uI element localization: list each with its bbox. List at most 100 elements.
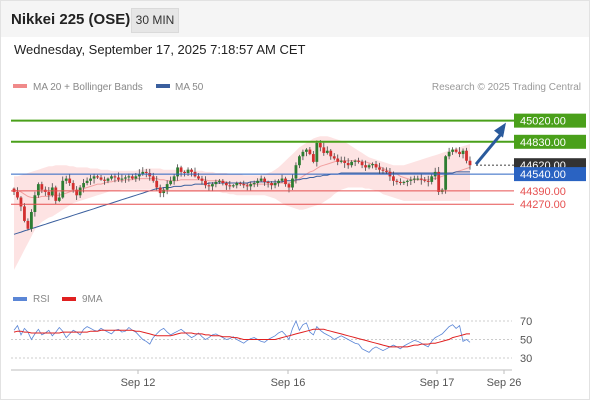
- candle: [238, 181, 242, 186]
- candle: [284, 176, 287, 187]
- candle: [224, 181, 228, 190]
- candle: [200, 175, 204, 185]
- candle: [144, 168, 148, 178]
- candle: [423, 177, 427, 183]
- candle: [405, 179, 409, 187]
- candle: [162, 187, 166, 198]
- candle: [294, 162, 298, 184]
- candle: [256, 178, 260, 187]
- candle: [416, 175, 420, 181]
- rsi-tick-label: 70: [520, 316, 532, 328]
- candle: [57, 192, 61, 203]
- candle: [113, 173, 117, 183]
- candle: [461, 148, 465, 159]
- candle: [329, 149, 333, 160]
- candle: [426, 175, 430, 187]
- candle: [110, 174, 113, 181]
- candle: [280, 174, 284, 183]
- candle: [245, 183, 249, 191]
- target-level-tag: [514, 113, 586, 128]
- candle: [155, 176, 159, 191]
- candle: [19, 196, 23, 212]
- candle: [96, 174, 99, 179]
- ma50-legend-label: MA 50: [175, 82, 204, 93]
- candle: [468, 156, 472, 170]
- candle: [217, 179, 221, 185]
- candle: [378, 162, 381, 175]
- x-axis-tick-label: Sep 12: [121, 377, 156, 389]
- candle: [430, 174, 434, 185]
- candle: [30, 209, 33, 232]
- candle: [357, 157, 361, 164]
- candle: [395, 178, 399, 185]
- candle: [130, 174, 134, 180]
- candle: [54, 185, 58, 205]
- candle: [78, 185, 82, 198]
- datetime-label: Wednesday, September 17, 2025 7:18:57 AM…: [14, 42, 306, 57]
- candle: [123, 175, 127, 183]
- candle: [454, 147, 458, 154]
- candle: [148, 168, 152, 181]
- candle: [235, 181, 239, 189]
- candle: [360, 159, 364, 169]
- chart-header: Nikkei 225 (OSE) 30 MIN: [1, 1, 589, 37]
- candle: [207, 182, 211, 191]
- candle: [249, 181, 253, 191]
- target-level-label: 45020.00: [520, 116, 566, 128]
- candle: [99, 175, 103, 181]
- x-axis-tick-label: Sep 26: [487, 377, 522, 389]
- rsi-legend-label: RSI: [33, 294, 50, 305]
- candle: [165, 180, 169, 195]
- candle: [61, 176, 65, 199]
- candle: [231, 184, 235, 188]
- candle: [332, 153, 336, 161]
- candle: [263, 176, 267, 186]
- ma9-legend-swatch: [62, 297, 76, 301]
- candle: [36, 182, 40, 198]
- ma20-legend-swatch: [13, 84, 27, 88]
- candle: [127, 173, 131, 182]
- candle: [465, 147, 468, 164]
- forecast-arrow-shaft: [474, 130, 505, 166]
- ma50-line: [13, 171, 470, 235]
- candle: [291, 174, 294, 190]
- candle: [16, 187, 19, 200]
- candle: [228, 180, 232, 190]
- candle: [343, 156, 347, 168]
- candle: [367, 163, 371, 170]
- rsi-ma-line: [13, 328, 470, 348]
- candle: [211, 182, 214, 192]
- candle: [252, 180, 256, 188]
- candle: [204, 176, 207, 189]
- timeframe-button[interactable]: 30 MIN: [131, 8, 179, 33]
- candle: [353, 159, 357, 167]
- candle: [85, 177, 89, 186]
- candle: [270, 181, 273, 190]
- candle: [68, 173, 72, 186]
- rsi-tick-label: 50: [520, 335, 532, 347]
- candle: [172, 174, 176, 185]
- candle: [190, 168, 193, 177]
- candle: [221, 179, 225, 186]
- candle: [451, 147, 454, 155]
- candle: [381, 167, 385, 175]
- candle: [339, 156, 343, 164]
- bollinger-band: [14, 136, 470, 270]
- candle: [179, 165, 183, 177]
- candle: [277, 179, 280, 187]
- candle: [311, 151, 315, 164]
- candle: [364, 160, 367, 171]
- candle: [273, 179, 277, 189]
- candle: [92, 173, 96, 184]
- candle: [106, 177, 110, 184]
- candle: [458, 147, 461, 158]
- candle: [402, 180, 406, 185]
- candle: [385, 167, 388, 175]
- candle: [371, 162, 374, 169]
- candle: [50, 183, 54, 198]
- candle: [137, 169, 141, 181]
- candle: [103, 176, 106, 185]
- candle: [23, 203, 26, 223]
